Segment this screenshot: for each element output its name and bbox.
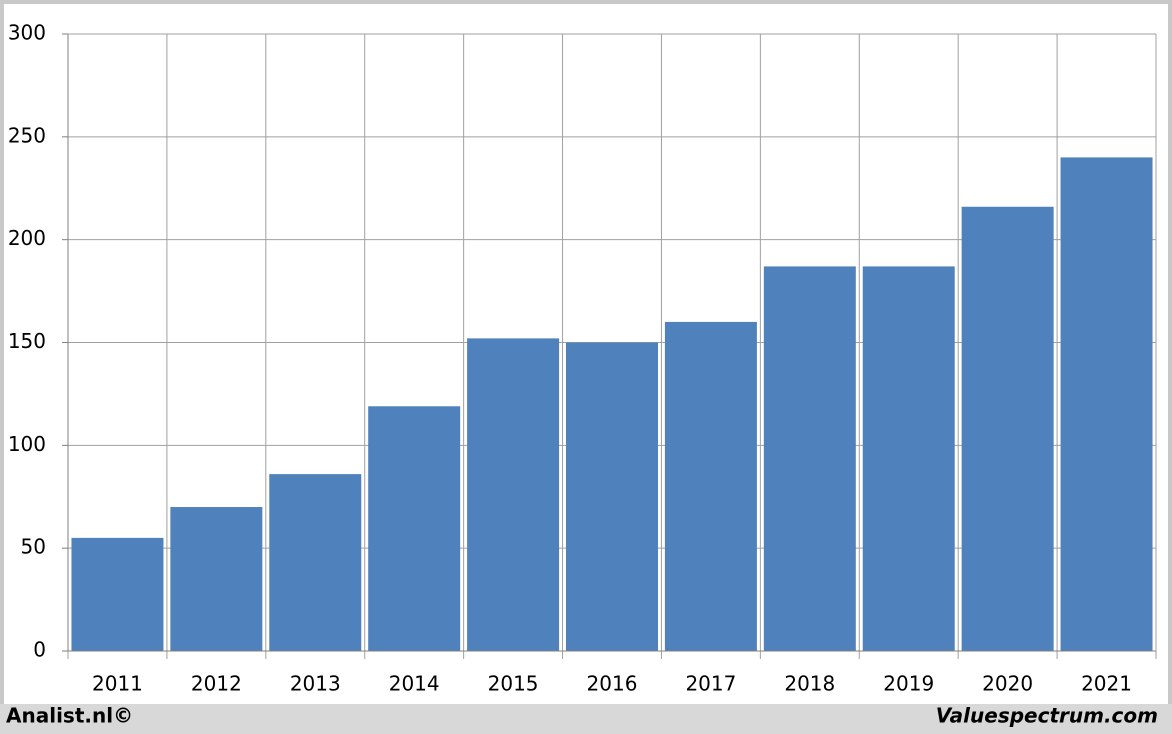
bar [664,321,757,651]
x-tick-label: 2021 [1081,672,1132,696]
y-tick-label: 250 [8,123,46,147]
bar [71,537,164,651]
footer-band [0,704,1172,734]
bar [269,474,362,651]
bar [862,266,955,651]
x-tick-label: 2017 [685,672,736,696]
x-tick-label: 2020 [982,672,1033,696]
bar [170,507,263,651]
x-tick-label: 2019 [883,672,934,696]
y-tick-label: 100 [8,432,46,456]
credit-left: Analist.nl© [6,704,133,728]
x-tick-label: 2018 [784,672,835,696]
x-tick-label: 2011 [92,672,143,696]
y-tick-label: 200 [8,226,46,250]
y-tick-label: 0 [33,638,46,662]
bar [1060,157,1153,651]
bar [961,206,1054,651]
x-tick-label: 2015 [488,672,539,696]
x-tick-label: 2014 [389,672,440,696]
bar [763,266,856,651]
x-tick-label: 2016 [587,672,638,696]
x-tick-label: 2013 [290,672,341,696]
credit-right: Valuespectrum.com [936,704,1158,728]
x-tick-label: 2012 [191,672,242,696]
y-tick-label: 300 [8,21,46,45]
y-tick-label: 50 [21,535,46,559]
y-tick-label: 150 [8,329,46,353]
bar [566,342,658,651]
bar [368,406,461,651]
bar [467,338,560,651]
